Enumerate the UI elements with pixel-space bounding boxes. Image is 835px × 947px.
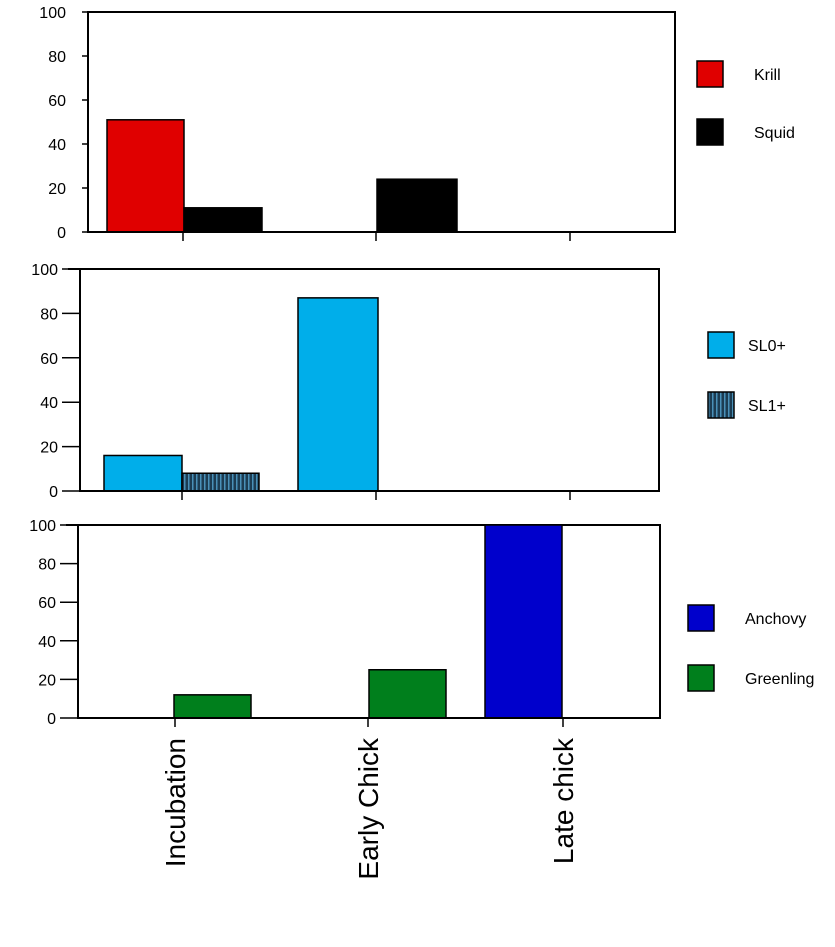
y-tick-label: 60 bbox=[40, 351, 58, 368]
y-tick-label: 80 bbox=[38, 557, 56, 574]
bar-sl0--early-chick bbox=[297, 297, 379, 492]
legend-label-sl1-: SL1+ bbox=[748, 398, 786, 415]
y-tick-label: 40 bbox=[48, 137, 66, 154]
y-tick-label: 80 bbox=[48, 49, 66, 66]
panel-2: 0 20 40 60 80 100 SL0+ SL1+ bbox=[31, 262, 786, 501]
legend-swatch-sl1- bbox=[707, 391, 735, 419]
legend-label-squid: Squid bbox=[754, 125, 795, 142]
y-tick-label: 100 bbox=[31, 262, 58, 279]
panel-3: 0 20 40 60 80 100 Anchovy Greenling bbox=[29, 518, 814, 728]
bar-greenling-early-chick bbox=[368, 669, 447, 719]
legend-swatch-squid bbox=[696, 118, 724, 146]
y-tick-label: 60 bbox=[38, 595, 56, 612]
y-tick-label: 20 bbox=[48, 181, 66, 198]
legend-label-greenling: Greenling bbox=[745, 671, 814, 688]
bar-squid-incubation bbox=[183, 207, 263, 233]
bar-squid-early-chick bbox=[376, 178, 458, 233]
bar-krill-incubation bbox=[106, 119, 185, 233]
legend-label-krill: Krill bbox=[754, 67, 781, 84]
bar-sl1--incubation bbox=[181, 472, 260, 492]
legend-swatch-greenling bbox=[687, 664, 715, 692]
y-tick-label: 0 bbox=[57, 225, 66, 242]
y-tick-label: 20 bbox=[40, 440, 58, 457]
legend-label-anchovy: Anchovy bbox=[745, 611, 806, 628]
y-tick-label: 80 bbox=[40, 306, 58, 323]
bar-anchovy-late-chick bbox=[484, 524, 563, 719]
category-labels: Incubation Early Chick Late chick bbox=[160, 737, 579, 880]
legend-swatch-sl0- bbox=[707, 331, 735, 359]
y-tick-label: 0 bbox=[49, 484, 58, 501]
panel-1: 0 20 40 60 80 100 Krill Squid bbox=[39, 5, 795, 242]
y-tick-label: 20 bbox=[38, 672, 56, 689]
y-tick-label: 100 bbox=[39, 5, 66, 22]
y-tick-label: 100 bbox=[29, 518, 56, 535]
bar-greenling-incubation bbox=[173, 694, 252, 719]
category-label-late-chick: Late chick bbox=[548, 737, 579, 864]
category-label-early-chick: Early Chick bbox=[353, 737, 384, 880]
y-tick-label: 40 bbox=[38, 634, 56, 651]
bar-sl0--incubation bbox=[103, 454, 183, 492]
legend-swatch-krill bbox=[696, 60, 724, 88]
y-tick-label: 0 bbox=[47, 711, 56, 728]
legend-label-sl0-: SL0+ bbox=[748, 338, 786, 355]
y-tick-label: 40 bbox=[40, 395, 58, 412]
legend-swatch-anchovy bbox=[687, 604, 715, 632]
category-label-incubation: Incubation bbox=[160, 738, 191, 867]
y-tick-label: 60 bbox=[48, 93, 66, 110]
